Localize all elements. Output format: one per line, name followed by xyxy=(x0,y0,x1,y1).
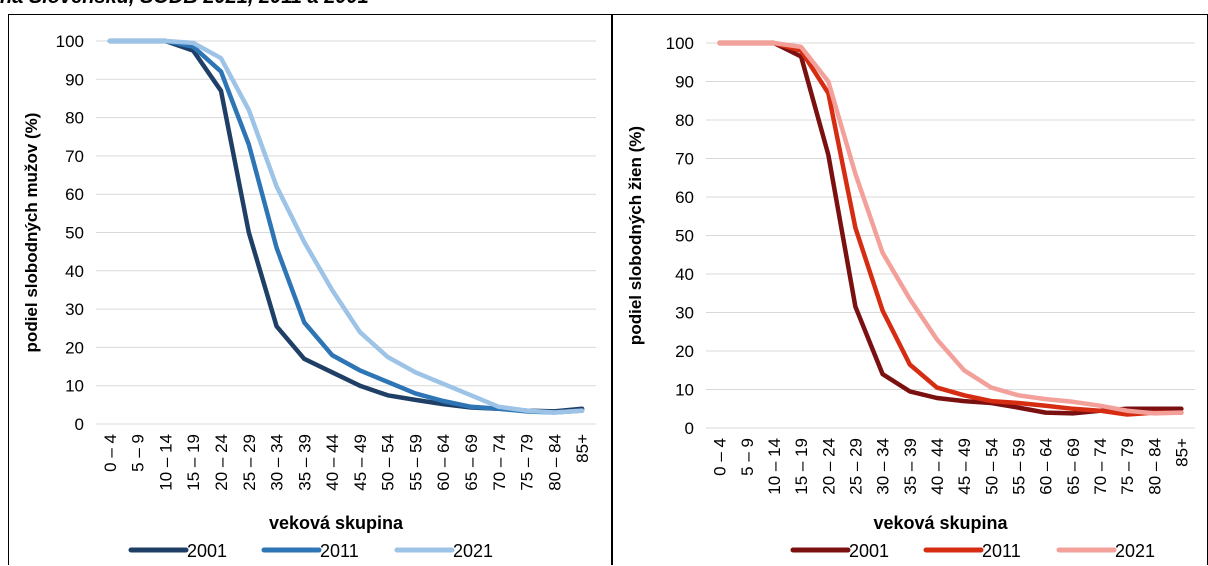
y-axis-title: podiel slobodných mužov (%) xyxy=(22,113,41,353)
x-tick-label: 75 – 79 xyxy=(518,434,537,491)
y-tick-label: 100 xyxy=(666,34,694,53)
y-tick-label: 0 xyxy=(685,419,694,438)
series-line-2001 xyxy=(107,38,585,414)
x-tick-label: 55 – 59 xyxy=(1009,438,1028,495)
x-tick-label: 5 – 9 xyxy=(129,434,148,472)
x-tick-label: 40 – 44 xyxy=(323,434,342,491)
y-tick-label: 90 xyxy=(65,70,84,89)
y-axis-title: podiel slobodných žien (%) xyxy=(626,126,645,345)
x-tick-label: 85+ xyxy=(1172,438,1191,467)
series-line-2011 xyxy=(107,38,585,415)
x-tick-label: 0 – 4 xyxy=(101,434,120,472)
x-tick-label: 45 – 49 xyxy=(955,438,974,495)
x-tick-label: 20 – 24 xyxy=(212,434,231,491)
series-line-2021 xyxy=(717,40,1184,416)
x-tick-label: 20 – 24 xyxy=(819,438,838,495)
x-tick-label: 0 – 4 xyxy=(711,438,730,476)
x-tick-label: 40 – 44 xyxy=(928,438,947,495)
line-chart-men: 0 10 20 30 40 50 60 70 80 90 100 0 – 4 5 – 9 10 – 14 1… xyxy=(22,32,596,561)
chart-title: na Slovensku, SODB 2021, 2011 a 2001 xyxy=(0,0,369,9)
x-tick-label: 70 – 74 xyxy=(490,434,509,491)
chart-panel-men: 0 10 20 30 40 50 60 70 80 90 100 0 – 4 5 – 9 10 – 14 1… xyxy=(8,14,612,565)
y-tick-label: 90 xyxy=(675,73,694,92)
x-tick-label: 60 – 64 xyxy=(434,434,453,491)
x-tick-label: 65 – 69 xyxy=(462,434,481,491)
x-tick-label: 85+ xyxy=(573,434,592,463)
x-tick-label: 50 – 54 xyxy=(379,434,398,491)
y-tick-label: 70 xyxy=(675,150,694,169)
x-tick-label: 10 – 14 xyxy=(156,434,175,491)
x-axis-title: veková skupina xyxy=(873,513,1008,533)
x-tick-label: 15 – 19 xyxy=(792,438,811,495)
x-tick-label: 25 – 29 xyxy=(240,434,259,491)
x-tick-label: 80 – 84 xyxy=(545,434,564,491)
x-tick-label: 15 – 19 xyxy=(184,434,203,491)
y-tick-label: 50 xyxy=(65,224,84,243)
x-tick-label: 55 – 59 xyxy=(406,434,425,491)
legend-label-2021: 2021 xyxy=(1115,541,1155,561)
y-tick-label: 0 xyxy=(75,415,84,434)
legend-label-2001: 2001 xyxy=(849,541,889,561)
x-tick-label: 60 – 64 xyxy=(1037,438,1056,495)
y-tick-label: 80 xyxy=(65,109,84,128)
x-tick-label: 35 – 39 xyxy=(295,434,314,491)
y-tick-label: 10 xyxy=(675,381,694,400)
y-tick-label: 40 xyxy=(675,265,694,284)
x-tick-label: 5 – 9 xyxy=(738,438,757,476)
y-tick-label: 80 xyxy=(675,111,694,130)
chart-panel-women: 0 10 20 30 40 50 60 70 80 90 100 0 – 4 5 – 9 10 – 14 1… xyxy=(612,14,1208,565)
legend-label-2011: 2011 xyxy=(320,541,359,561)
x-tick-label: 65 – 69 xyxy=(1064,438,1083,495)
legend-label-2011: 2011 xyxy=(982,541,1021,561)
y-tick-label: 20 xyxy=(65,338,84,357)
y-tick-label: 30 xyxy=(675,304,694,323)
x-tick-label: 10 – 14 xyxy=(765,438,784,495)
y-tick-label: 40 xyxy=(65,262,84,281)
series-line-2011 xyxy=(717,40,1184,417)
x-tick-label: 30 – 34 xyxy=(874,438,893,495)
legend-label-2001: 2001 xyxy=(187,541,227,561)
y-tick-label: 10 xyxy=(65,377,84,396)
x-tick-label: 80 – 84 xyxy=(1145,438,1164,495)
x-tick-label: 30 – 34 xyxy=(268,434,287,491)
x-tick-label: 70 – 74 xyxy=(1091,438,1110,495)
x-tick-label: 45 – 49 xyxy=(351,434,370,491)
x-axis-title: veková skupina xyxy=(269,513,404,533)
y-tick-label: 50 xyxy=(675,227,694,246)
x-tick-label: 50 – 54 xyxy=(982,438,1001,495)
y-tick-label: 30 xyxy=(65,300,84,319)
y-tick-label: 60 xyxy=(65,185,84,204)
series-line-2021 xyxy=(107,38,585,415)
line-chart-women: 0 10 20 30 40 50 60 70 80 90 100 0 – 4 5 – 9 10 – 14 1… xyxy=(626,34,1195,561)
x-tick-label: 25 – 29 xyxy=(846,438,865,495)
y-tick-label: 60 xyxy=(675,188,694,207)
y-tick-label: 100 xyxy=(56,32,84,51)
y-tick-label: 20 xyxy=(675,342,694,361)
x-tick-label: 75 – 79 xyxy=(1118,438,1137,495)
x-tick-label: 35 – 39 xyxy=(901,438,920,495)
y-tick-label: 70 xyxy=(65,147,84,166)
legend-label-2021: 2021 xyxy=(453,541,493,561)
